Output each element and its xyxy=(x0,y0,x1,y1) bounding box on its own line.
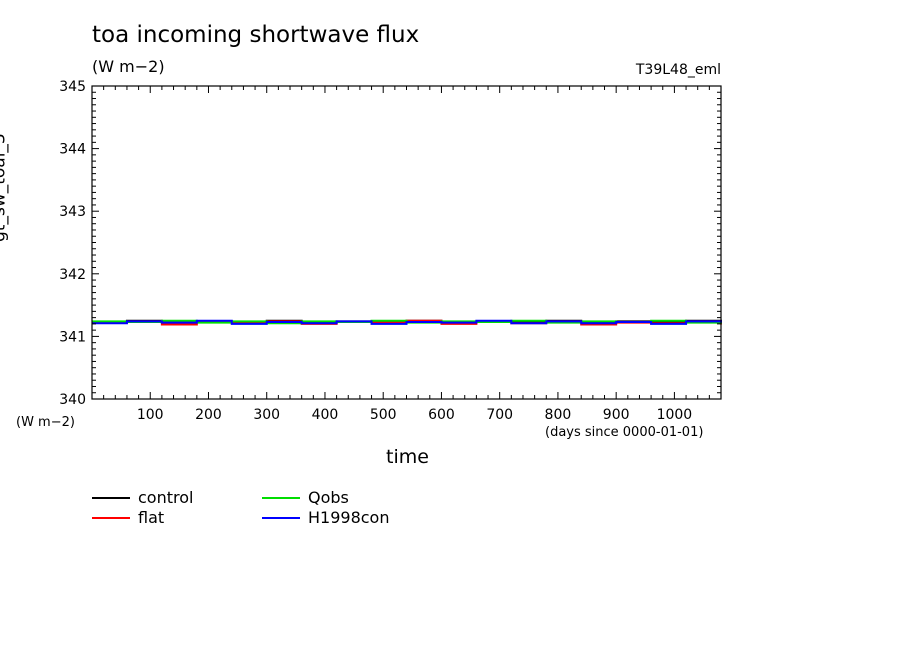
x-axis-label: time xyxy=(386,446,429,468)
legend-swatch xyxy=(262,496,300,499)
x-tick-label: 600 xyxy=(428,407,455,423)
x-tick-label: 700 xyxy=(486,407,513,423)
chart-title: toa incoming shortwave flux xyxy=(92,22,420,48)
legend-label: H1998con xyxy=(308,508,390,527)
x-tick-label: 900 xyxy=(603,407,630,423)
y-tick-label: 340 xyxy=(59,392,86,408)
x-axis-unit-label: (days since 0000-01-01) xyxy=(545,425,704,440)
legend-label: control xyxy=(138,488,194,507)
legend-item-control: control xyxy=(92,488,193,507)
legend-label: flat xyxy=(138,508,165,527)
legend-swatch xyxy=(262,516,300,519)
x-tick-label: 400 xyxy=(312,407,339,423)
tick-layer: 100 200 300 400 500 600 700 800 900 1000 340 341 342… xyxy=(59,79,721,423)
legend-swatch xyxy=(92,496,130,499)
legend-swatch xyxy=(92,516,130,519)
y-tick-label: 342 xyxy=(59,267,86,283)
chart-units: (W m−2) xyxy=(92,57,165,76)
x-tick-label: 100 xyxy=(137,407,164,423)
x-tick-label: 200 xyxy=(195,407,222,423)
y-tick-label: 343 xyxy=(59,204,86,220)
x-tick-label: 800 xyxy=(545,407,572,423)
x-tick-label: 1000 xyxy=(657,407,693,423)
series-layer xyxy=(92,319,722,326)
legend-item-h1998con: H1998con xyxy=(262,508,389,527)
y-tick-label: 345 xyxy=(59,79,86,95)
legend-item-qobs: Qobs xyxy=(262,488,349,507)
y-axis-unit-label: (W m−2) xyxy=(16,415,75,430)
y-tick-label: 341 xyxy=(59,329,86,345)
legend-label: Qobs xyxy=(308,488,349,507)
y-tick-label: 344 xyxy=(59,142,86,158)
plot-frame xyxy=(91,85,722,400)
legend-item-flat: flat xyxy=(92,508,164,527)
x-tick-label: 500 xyxy=(370,407,397,423)
series-line-h1998con xyxy=(92,319,722,325)
run-id-label: T39L48_eml xyxy=(635,62,721,78)
x-tick-label: 300 xyxy=(253,407,280,423)
